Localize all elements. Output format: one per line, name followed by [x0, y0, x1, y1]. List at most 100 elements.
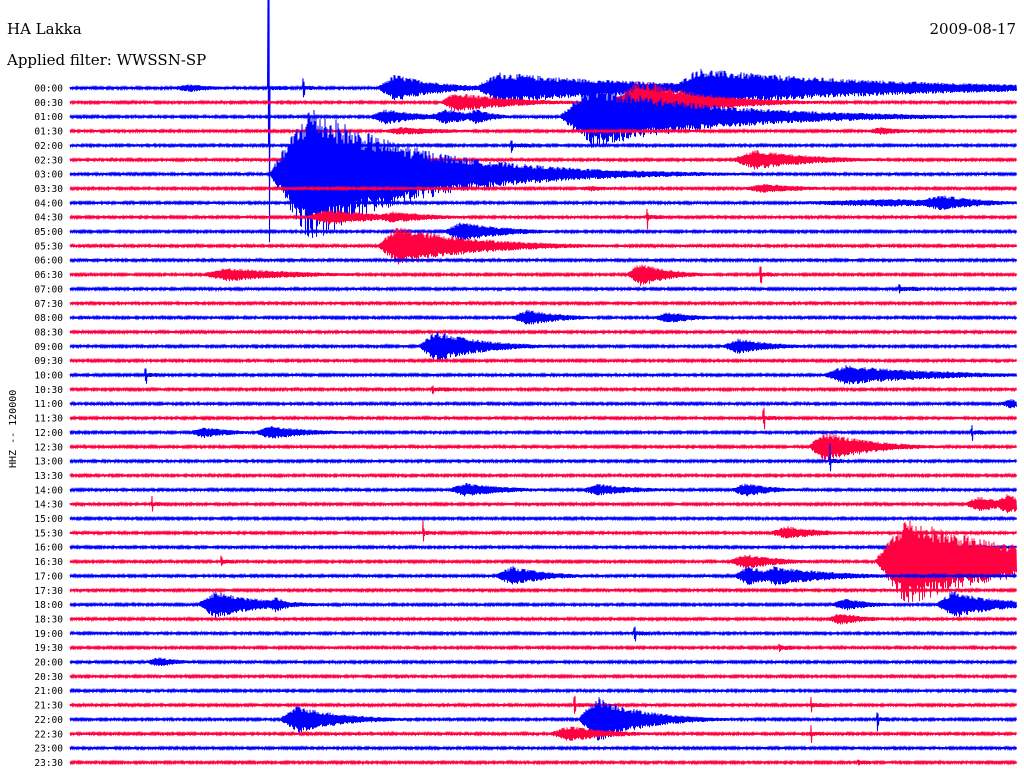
- time-tick-label: 12:00: [34, 428, 63, 439]
- time-tick-label: 11:00: [34, 399, 63, 410]
- seismogram-trace: [69, 399, 1017, 409]
- seismogram-trace: [69, 328, 1017, 336]
- time-tick-label: 22:00: [34, 715, 63, 726]
- seismogram-trace: [69, 150, 1017, 170]
- seismogram-trace: [69, 566, 1017, 586]
- time-tick-label: 21:00: [34, 686, 63, 697]
- seismogram-trace: [69, 759, 1017, 766]
- seismogram-trace: [69, 300, 1017, 307]
- time-tick-label: 03:00: [34, 170, 63, 181]
- seismogram-trace: [69, 195, 1017, 211]
- time-tick-label: 10:30: [34, 385, 63, 396]
- seismogram-trace: [69, 127, 1017, 135]
- seismogram-trace: [69, 109, 1017, 238]
- time-tick-label: 00:30: [34, 98, 63, 109]
- seismogram-trace: [69, 227, 1017, 265]
- seismogram-trace: [69, 472, 1017, 479]
- time-tick-label: 17:30: [34, 586, 63, 597]
- seismogram-trace: [69, 407, 1017, 430]
- seismogram-trace: [69, 483, 1017, 497]
- time-tick-label: 00:00: [34, 84, 63, 95]
- seismogram-trace: [69, 365, 1017, 385]
- seismogram-trace: [69, 264, 1017, 286]
- time-tick-label: 11:30: [34, 414, 63, 425]
- seismogram-trace: [69, 0, 1017, 243]
- seismogram-trace: [69, 208, 1017, 230]
- seismogram-trace: [69, 657, 1017, 667]
- seismogram-trace: [69, 544, 1017, 551]
- seismogram-trace: [69, 357, 1017, 364]
- time-tick-label: 16:00: [34, 543, 63, 554]
- seismogram-trace: [69, 283, 1017, 294]
- time-tick-label: 10:00: [34, 371, 63, 382]
- seismogram-trace: [69, 697, 1017, 741]
- seismogram-trace: [69, 425, 1017, 441]
- time-tick-label: 22:30: [34, 729, 63, 740]
- time-tick-label: 03:30: [34, 184, 63, 195]
- seismogram-trace: [69, 687, 1017, 694]
- seismogram-trace: [69, 442, 1017, 472]
- time-tick-label: 05:00: [34, 227, 63, 238]
- time-tick-label: 04:00: [34, 198, 63, 209]
- time-tick-label: 07:30: [34, 299, 63, 310]
- time-tick-label: 04:30: [34, 213, 63, 224]
- time-tick-label: 06:00: [34, 256, 63, 267]
- time-tick-label: 23:30: [34, 758, 63, 769]
- time-tick-label: 20:30: [34, 672, 63, 683]
- seismogram-trace: [69, 626, 1017, 642]
- channel-label: HHZ -- 120000: [8, 390, 19, 468]
- time-tick-label: 18:00: [34, 600, 63, 611]
- time-tick-label: 13:30: [34, 471, 63, 482]
- time-tick-label: 14:30: [34, 500, 63, 511]
- time-tick-labels: 00:00 00:30 01:00 01:30 02:00 02:30 03:00 03:30…: [34, 84, 63, 769]
- seismogram-trace: [69, 520, 1017, 603]
- time-tick-label: 16:30: [34, 557, 63, 568]
- seismogram-trace: [69, 332, 1017, 361]
- time-tick-label: 05:30: [34, 241, 63, 252]
- seismogram-trace: [69, 140, 1017, 153]
- seismogram-trace: [69, 587, 1017, 594]
- time-tick-label: 14:00: [34, 485, 63, 496]
- seismogram-trace: [69, 309, 1017, 325]
- seismogram-trace: [69, 614, 1017, 625]
- station-title: HA Lakka: [7, 20, 82, 38]
- seismogram-trace: [69, 385, 1017, 394]
- time-tick-label: 19:30: [34, 643, 63, 654]
- time-tick-label: 01:00: [34, 112, 63, 123]
- time-tick-label: 15:00: [34, 514, 63, 525]
- seismogram-trace: [69, 494, 1017, 514]
- filter-label: Applied filter: WWSSN-SP: [7, 51, 207, 69]
- seismogram-trace: [69, 643, 1017, 652]
- seismogram-trace: [69, 520, 1017, 542]
- time-tick-label: 13:00: [34, 457, 63, 468]
- seismogram-trace: [69, 515, 1017, 522]
- time-tick-label: 15:30: [34, 528, 63, 539]
- seismogram-trace: [69, 673, 1017, 680]
- time-tick-label: 20:00: [34, 658, 63, 669]
- seismogram-trace: [69, 184, 1017, 193]
- date-label: 2009-08-17: [929, 20, 1016, 38]
- time-tick-label: 08:30: [34, 327, 63, 338]
- time-tick-label: 17:00: [34, 571, 63, 582]
- seismogram-trace: [69, 222, 1017, 242]
- time-tick-label: 07:00: [34, 284, 63, 295]
- trace-group: [69, 0, 1017, 766]
- time-tick-label: 02:00: [34, 141, 63, 152]
- time-tick-label: 09:30: [34, 356, 63, 367]
- seismogram-trace: [69, 695, 1017, 714]
- seismogram-trace: [69, 744, 1017, 752]
- seismogram-trace: [69, 87, 1017, 148]
- time-tick-label: 01:30: [34, 127, 63, 138]
- time-tick-label: 06:30: [34, 270, 63, 281]
- seismogram-trace: [69, 591, 1017, 619]
- seismogram-trace: [69, 257, 1017, 264]
- time-tick-label: 18:30: [34, 614, 63, 625]
- time-tick-label: 12:30: [34, 442, 63, 453]
- time-tick-label: 02:30: [34, 155, 63, 166]
- time-tick-label: 19:00: [34, 629, 63, 640]
- time-tick-label: 23:00: [34, 744, 63, 755]
- seismogram-trace: [69, 433, 1017, 462]
- time-tick-label: 08:00: [34, 313, 63, 324]
- seismogram-trace: [69, 81, 1017, 126]
